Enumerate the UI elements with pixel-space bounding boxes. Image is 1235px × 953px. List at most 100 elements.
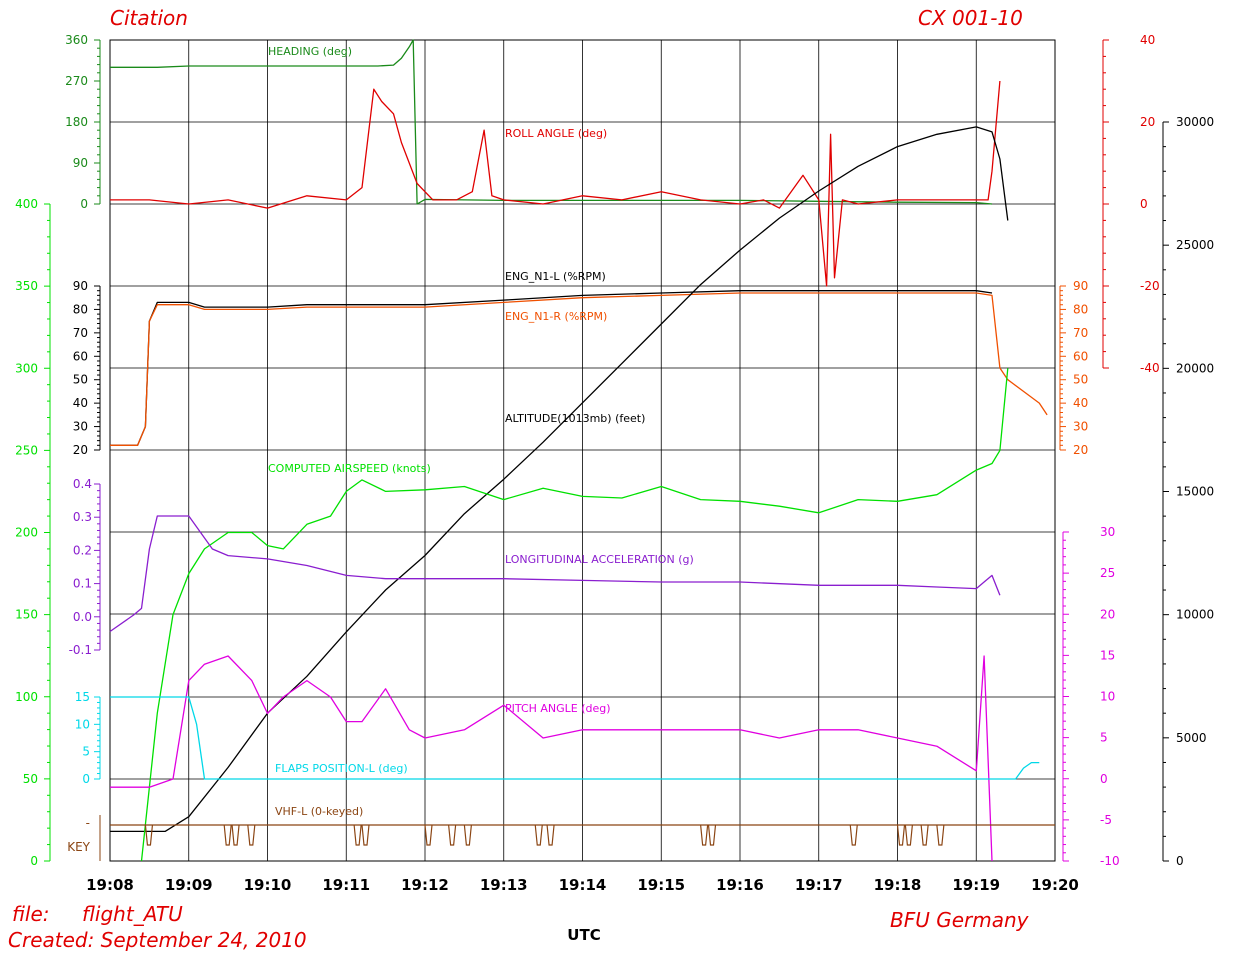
series-line-roll (110, 80, 1001, 287)
x-tick-label: 19:16 (716, 876, 764, 894)
n1-axis-tick-label: 40 (73, 396, 88, 410)
altitude-axis-tick-label: 15000 (1176, 485, 1214, 499)
altitude-axis-tick-label: 20000 (1176, 361, 1214, 375)
pitch-axis-tick-label: 15 (1100, 648, 1115, 662)
vhf-keyed-mark (896, 824, 906, 846)
x-tick-label: 19:13 (480, 876, 528, 894)
x-tick-label: 19:12 (401, 876, 449, 894)
n1-axis-tick-label: 70 (73, 326, 88, 340)
airspeed-axis-tick-label: 200 (15, 526, 38, 540)
longacc-axis-tick-label: 0.4 (73, 477, 92, 491)
x-axis-label: UTC (567, 926, 600, 944)
longacc-axis-tick-label: 0.1 (73, 577, 92, 591)
x-tick-label: 19:08 (86, 876, 134, 894)
x-tick-label: 19:14 (559, 876, 607, 894)
heading-axis-tick-label: 90 (73, 156, 88, 170)
n1-axis-tick-label: 30 (73, 420, 88, 434)
x-tick-label: 19:10 (244, 876, 292, 894)
footer-right: BFU Germany (890, 908, 1029, 932)
vhf-keyed-mark (463, 824, 472, 846)
n1-axis-tick-label: 80 (73, 302, 88, 316)
airspeed-axis-tick-label: 0 (30, 854, 38, 868)
pitch-axis-tick-label: 30 (1100, 525, 1115, 539)
longacc-axis-tick-label: -0.1 (69, 643, 92, 657)
vhf-keyed-mark (353, 824, 362, 846)
chart-labels: 19:08 19:09 19:10 19:11 19:12 19:13 19:14 19:15… (86, 45, 1079, 944)
series-label-n1l: ENG_N1-L (%RPM) (505, 270, 606, 283)
n1-axis-tick-label: 90 (73, 279, 88, 293)
vhf-keyed-mark (361, 824, 370, 846)
pitch-axis-tick-label: 20 (1100, 607, 1115, 621)
n1r-axis-tick-label: 90 (1073, 279, 1088, 293)
x-tick-label: 19:20 (1031, 876, 1079, 894)
x-tick-label: 19:19 (952, 876, 1000, 894)
series-label-longacc: LONGITUDINAL ACCELERATION (g) (505, 553, 694, 566)
vhf-keyed-mark (448, 824, 457, 846)
airspeed-axis-tick-label: 250 (15, 443, 38, 457)
vhf-keyed-mark (936, 824, 945, 846)
longacc-axis-tick-label: 0.0 (73, 610, 92, 624)
x-tick-label: 19:09 (165, 876, 213, 894)
vhf-key-mark: - (86, 816, 90, 830)
pitch-axis-tick-label: -10 (1100, 854, 1120, 868)
series-label-n1r: ENG_N1-R (%RPM) (505, 310, 607, 323)
n1r-axis-tick-label: 30 (1073, 420, 1088, 434)
altitude-axis-tick-label: 0 (1176, 854, 1184, 868)
series-label-pitch: PITCH ANGLE (deg) (505, 702, 611, 715)
series-label-altitude: ALTITUDE(1013mb) (feet) (505, 412, 645, 425)
chart-axes: 3602701809004003503002502001501005009080… (15, 33, 1214, 868)
airspeed-axis-tick-label: 400 (15, 197, 38, 211)
flaps-axis-tick-label: 15 (75, 690, 90, 704)
n1r-axis-tick-label: 80 (1073, 302, 1088, 316)
vhf-keyed-mark (424, 824, 433, 846)
airspeed-axis-tick-label: 300 (15, 361, 38, 375)
chart-series (109, 39, 1055, 862)
roll-axis-tick-label: 40 (1140, 33, 1155, 47)
series-label-vhf: VHF-L (0-keyed) (275, 805, 363, 818)
altitude-axis-tick-label: 10000 (1176, 608, 1214, 622)
n1r-axis-tick-label: 40 (1073, 396, 1088, 410)
series-line-flaps (110, 696, 1040, 780)
heading-axis-tick-label: 180 (65, 115, 88, 129)
altitude-axis-tick-label: 25000 (1176, 238, 1214, 252)
longacc-axis-tick-label: 0.2 (73, 543, 92, 557)
file-name: flight_ATU (82, 902, 183, 926)
series-line-pitch (110, 655, 993, 862)
pitch-axis-tick-label: 10 (1100, 690, 1115, 704)
series-label-roll: ROLL ANGLE (deg) (505, 127, 607, 140)
roll-axis-tick-label: 0 (1140, 197, 1148, 211)
heading-axis-tick-label: 270 (65, 74, 88, 88)
x-tick-label: 19:11 (322, 876, 370, 894)
vhf-keyed-mark (144, 824, 154, 846)
pitch-axis-tick-label: -5 (1100, 813, 1112, 827)
series-label-heading: HEADING (deg) (268, 45, 352, 58)
title-left: Citation (110, 6, 188, 30)
file-prefix: file: (12, 902, 50, 926)
vhf-keyed-mark (546, 824, 555, 846)
n1-axis-tick-label: 50 (73, 373, 88, 387)
vhf-keyed-mark (223, 824, 232, 846)
pitch-axis-tick-label: 5 (1100, 731, 1108, 745)
n1r-axis-tick-label: 20 (1073, 443, 1088, 457)
roll-axis-tick-label: -20 (1140, 279, 1160, 293)
altitude-axis-tick-label: 5000 (1176, 731, 1207, 745)
airspeed-axis-tick-label: 100 (15, 690, 38, 704)
n1r-axis-tick-label: 50 (1073, 373, 1088, 387)
series-line-longacc (109, 515, 1001, 633)
roll-axis-tick-label: -40 (1140, 361, 1160, 375)
series-line-n1r (110, 292, 1048, 446)
x-tick-label: 19:17 (795, 876, 843, 894)
airspeed-axis-tick-label: 150 (15, 608, 38, 622)
vhf-keyed-mark (904, 824, 913, 846)
vhf-keyed-mark (247, 824, 256, 846)
series-line-airspeed (140, 368, 1009, 862)
airspeed-axis-tick-label: 350 (15, 279, 38, 293)
roll-axis-tick-label: 20 (1140, 115, 1155, 129)
airspeed-axis-tick-label: 50 (23, 772, 38, 786)
vhf-keyed-mark (231, 824, 240, 846)
series-label-flaps: FLAPS POSITION-L (deg) (275, 762, 408, 775)
longacc-axis-tick-label: 0.3 (73, 510, 92, 524)
flaps-axis-tick-label: 10 (75, 717, 90, 731)
created-label: Created: September 24, 2010 (8, 928, 307, 952)
